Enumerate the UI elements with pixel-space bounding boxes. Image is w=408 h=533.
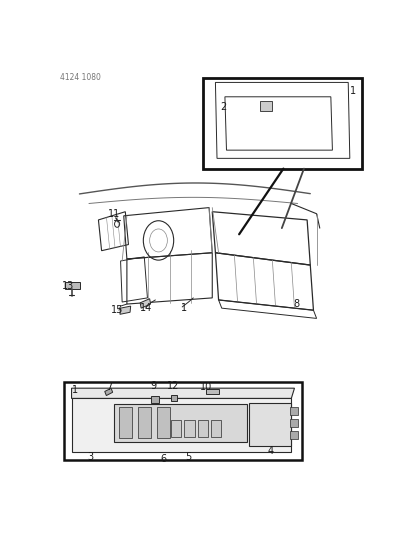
Polygon shape xyxy=(114,404,247,441)
Text: 3: 3 xyxy=(87,452,93,462)
FancyBboxPatch shape xyxy=(203,78,362,168)
Text: 7: 7 xyxy=(106,382,113,392)
Polygon shape xyxy=(64,282,80,289)
Polygon shape xyxy=(138,407,151,438)
Text: 5: 5 xyxy=(185,452,192,462)
Text: 1: 1 xyxy=(72,385,78,395)
Polygon shape xyxy=(171,395,177,401)
Polygon shape xyxy=(105,388,113,395)
Text: 13: 13 xyxy=(62,280,75,290)
Polygon shape xyxy=(119,407,132,438)
Polygon shape xyxy=(259,101,273,111)
Text: 1: 1 xyxy=(350,86,356,95)
Text: 10: 10 xyxy=(200,382,212,392)
Polygon shape xyxy=(171,420,181,438)
Polygon shape xyxy=(198,420,208,438)
Text: 4: 4 xyxy=(268,446,274,456)
Text: 11: 11 xyxy=(108,209,120,219)
Polygon shape xyxy=(140,298,151,308)
Polygon shape xyxy=(290,431,297,440)
Polygon shape xyxy=(290,419,297,427)
Polygon shape xyxy=(290,407,297,415)
Text: 15: 15 xyxy=(111,305,124,315)
Text: 14: 14 xyxy=(140,303,152,313)
Text: 12: 12 xyxy=(166,381,179,391)
Polygon shape xyxy=(184,420,195,438)
Text: 2: 2 xyxy=(220,102,226,112)
Text: 1: 1 xyxy=(181,303,187,313)
Polygon shape xyxy=(248,402,291,447)
Polygon shape xyxy=(211,420,221,438)
Polygon shape xyxy=(157,407,170,438)
Polygon shape xyxy=(120,306,131,314)
Text: 9: 9 xyxy=(151,381,157,391)
FancyBboxPatch shape xyxy=(64,382,302,460)
Polygon shape xyxy=(206,389,219,394)
Text: 8: 8 xyxy=(293,299,299,309)
Polygon shape xyxy=(71,388,295,399)
Polygon shape xyxy=(71,399,291,452)
Text: 6: 6 xyxy=(160,454,166,464)
Polygon shape xyxy=(151,395,158,402)
Text: 4124 1080: 4124 1080 xyxy=(60,73,101,82)
